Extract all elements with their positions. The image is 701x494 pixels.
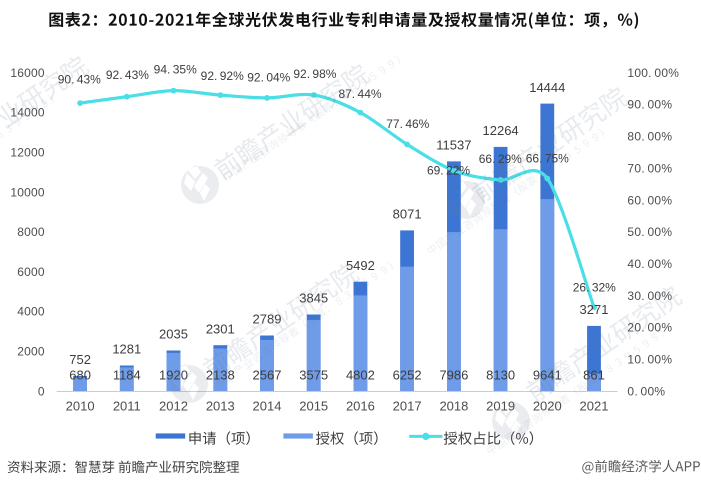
svg-text:2789: 2789 bbox=[253, 312, 282, 327]
svg-text:14444: 14444 bbox=[529, 80, 565, 95]
svg-text:77. 46%: 77. 46% bbox=[386, 117, 429, 131]
svg-text:0. 00%: 0. 00% bbox=[627, 384, 665, 398]
svg-text:6000: 6000 bbox=[17, 265, 45, 279]
svg-text:40. 00%: 40. 00% bbox=[627, 257, 672, 271]
svg-text:92. 04%: 92. 04% bbox=[247, 71, 290, 85]
svg-text:3575: 3575 bbox=[299, 368, 328, 383]
svg-text:7986: 7986 bbox=[439, 368, 468, 383]
svg-text:2567: 2567 bbox=[253, 368, 282, 383]
svg-text:4000: 4000 bbox=[17, 305, 45, 319]
svg-text:2012: 2012 bbox=[159, 399, 188, 414]
svg-text:90. 43%: 90. 43% bbox=[58, 73, 101, 87]
svg-text:1281: 1281 bbox=[112, 342, 141, 357]
svg-text:8130: 8130 bbox=[486, 368, 515, 383]
svg-text:92. 43%: 92. 43% bbox=[106, 68, 149, 82]
svg-text:1184: 1184 bbox=[113, 368, 141, 383]
svg-text:92. 98%: 92. 98% bbox=[293, 67, 336, 81]
svg-text:2035: 2035 bbox=[159, 327, 188, 342]
svg-text:2018: 2018 bbox=[439, 399, 468, 414]
svg-text:50. 00%: 50. 00% bbox=[627, 225, 672, 239]
svg-text:90. 00%: 90. 00% bbox=[627, 98, 672, 112]
svg-text:680: 680 bbox=[69, 368, 91, 383]
svg-text:10. 00%: 10. 00% bbox=[627, 353, 672, 367]
svg-text:26. 32%: 26. 32% bbox=[573, 280, 616, 294]
svg-text:752: 752 bbox=[69, 352, 91, 367]
svg-text:2016: 2016 bbox=[346, 399, 375, 414]
svg-text:2010: 2010 bbox=[66, 399, 95, 414]
svg-text:2015: 2015 bbox=[299, 399, 328, 414]
svg-text:94. 35%: 94. 35% bbox=[154, 63, 197, 77]
svg-text:80. 00%: 80. 00% bbox=[627, 130, 672, 144]
svg-text:16000: 16000 bbox=[10, 66, 44, 80]
svg-text:2301: 2301 bbox=[206, 321, 235, 336]
svg-text:2013: 2013 bbox=[206, 399, 235, 414]
svg-text:5492: 5492 bbox=[346, 258, 375, 273]
svg-text:2017: 2017 bbox=[393, 399, 422, 414]
svg-text:69. 22%: 69. 22% bbox=[427, 164, 470, 178]
svg-text:8071: 8071 bbox=[393, 207, 422, 222]
svg-text:100. 00%: 100. 00% bbox=[627, 66, 679, 80]
svg-text:12264: 12264 bbox=[483, 123, 519, 138]
svg-text:4802: 4802 bbox=[346, 368, 375, 383]
svg-text:92. 92%: 92. 92% bbox=[201, 69, 244, 83]
svg-text:2014: 2014 bbox=[253, 399, 282, 414]
svg-text:87. 44%: 87. 44% bbox=[338, 87, 381, 101]
svg-text:12000: 12000 bbox=[10, 146, 44, 160]
svg-text:3271: 3271 bbox=[580, 302, 609, 317]
svg-text:8000: 8000 bbox=[17, 225, 45, 239]
svg-text:2021: 2021 bbox=[580, 399, 609, 414]
svg-text:2000: 2000 bbox=[17, 345, 45, 359]
svg-text:10000: 10000 bbox=[10, 185, 44, 199]
svg-text:30. 00%: 30. 00% bbox=[627, 289, 672, 303]
svg-text:11537: 11537 bbox=[436, 138, 471, 153]
svg-text:861: 861 bbox=[583, 368, 605, 383]
svg-text:6252: 6252 bbox=[393, 368, 422, 383]
svg-text:2019: 2019 bbox=[486, 399, 515, 414]
svg-text:60. 00%: 60. 00% bbox=[627, 193, 672, 207]
svg-text:70. 00%: 70. 00% bbox=[627, 161, 672, 175]
svg-text:0: 0 bbox=[38, 384, 45, 398]
svg-text:2011: 2011 bbox=[113, 399, 141, 414]
